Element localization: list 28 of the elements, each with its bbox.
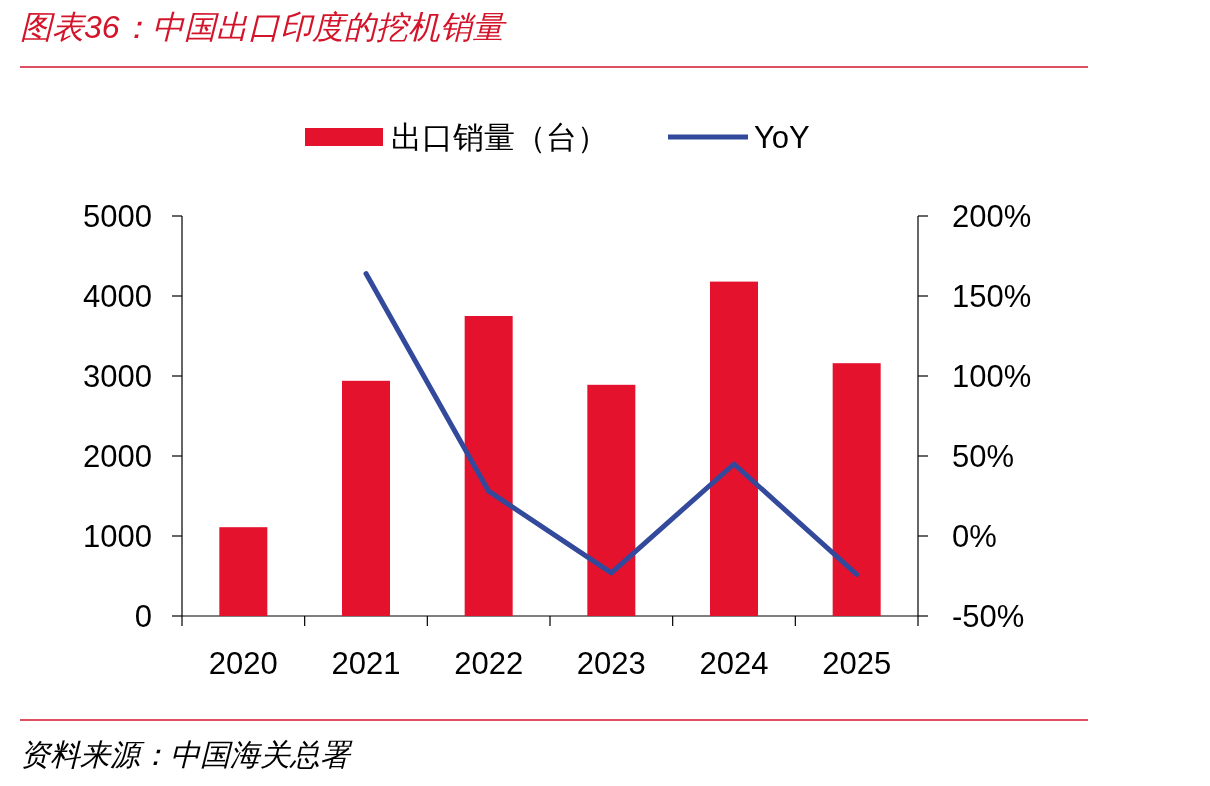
bar <box>710 281 758 616</box>
y2-tick-label: 50% <box>952 439 1015 474</box>
x-tick-label: 2020 <box>208 646 278 681</box>
legend-label: YoY <box>754 120 810 155</box>
y-tick-label: 4000 <box>83 279 152 314</box>
bar <box>464 316 513 616</box>
x-tick-label: 2024 <box>699 646 769 681</box>
bar <box>832 363 881 616</box>
y-tick-label: 5000 <box>83 199 152 234</box>
text: 资料来源：中国海关总署 <box>20 738 353 771</box>
x-tick-label: 2025 <box>822 646 892 681</box>
legend-label: 出口销量（台） <box>391 120 608 155</box>
y-tick-label: 0 <box>134 599 152 634</box>
x-tick-label: 2023 <box>576 646 646 681</box>
y2-tick-label: 150% <box>952 279 1032 314</box>
x-tick-label: 2022 <box>454 646 524 681</box>
chart-title: 图表36：中国出口印度的挖机销量 <box>20 9 507 45</box>
x-tick-label: 2021 <box>331 646 401 681</box>
y-tick-label: 2000 <box>83 439 152 474</box>
y2-tick-label: -50% <box>952 599 1025 634</box>
y2-tick-label: 200% <box>952 199 1032 234</box>
y2-tick-label: 0% <box>952 519 997 554</box>
bar <box>587 384 636 616</box>
bar <box>219 527 268 616</box>
y2-tick-label: 100% <box>952 359 1032 394</box>
y-tick-label: 1000 <box>83 519 152 554</box>
y-tick-label: 3000 <box>83 359 152 394</box>
bar <box>342 380 390 616</box>
